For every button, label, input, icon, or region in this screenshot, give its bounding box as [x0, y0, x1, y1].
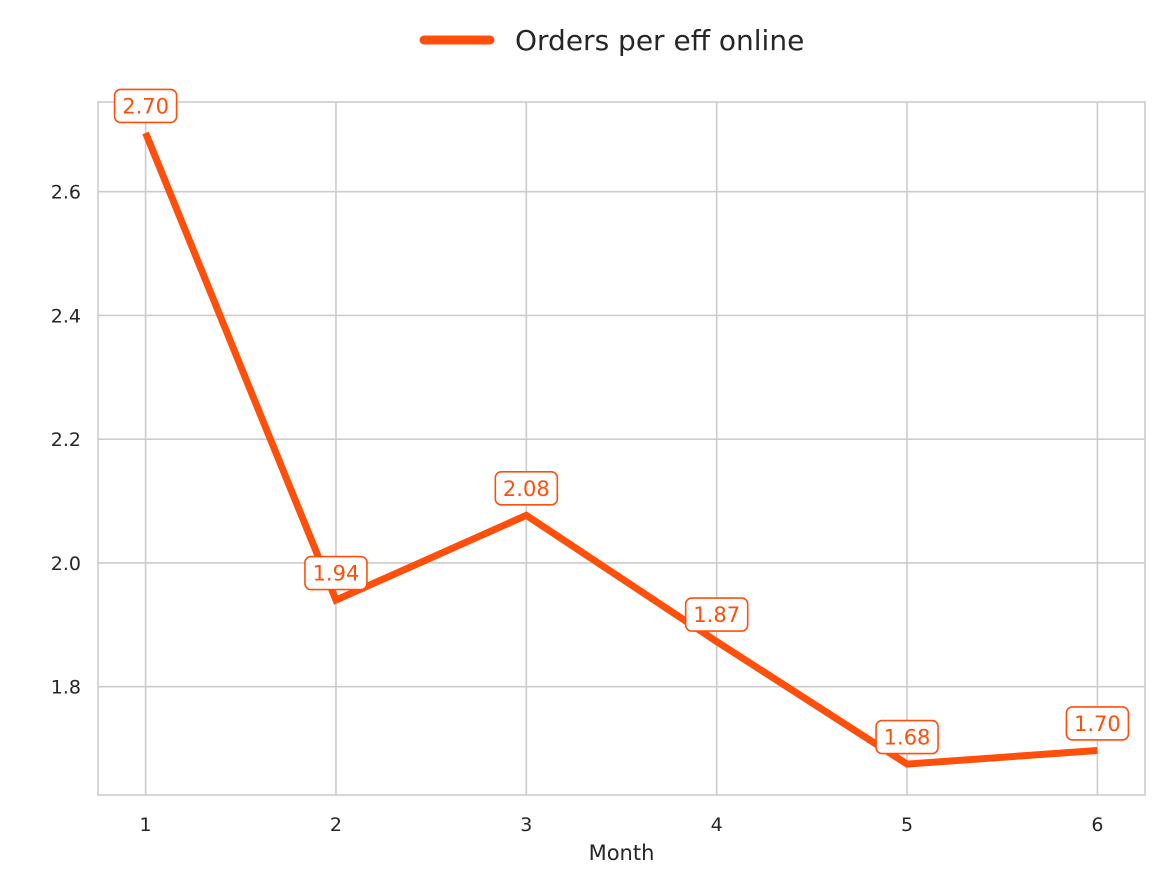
data-label-box	[304, 555, 368, 591]
x-tick-label: 4	[711, 814, 723, 836]
y-tick-label: 2.0	[51, 553, 81, 575]
data-label-box	[875, 719, 939, 755]
y-tick-label: 1.8	[51, 677, 81, 699]
data-label: 1.70	[1065, 706, 1130, 741]
y-axis-ticks: 1.8 2.0 2.2 2.4 2.6	[51, 182, 81, 699]
y-tick-label: 2.6	[51, 182, 81, 204]
x-tick-label: 3	[520, 814, 532, 836]
x-axis-ticks: 1 2 3 4 5 6	[140, 814, 1104, 836]
data-label-text: 2.70	[122, 94, 169, 118]
legend-label: Orders per eff online	[515, 24, 804, 57]
data-label-box	[684, 597, 749, 632]
plot-frame	[97, 101, 1146, 796]
x-tick-label: 1	[140, 814, 152, 836]
x-tick-label: 5	[901, 814, 913, 836]
data-label-box	[113, 88, 178, 124]
x-tick-label: 2	[330, 814, 342, 836]
data-label-text: 1.70	[1074, 712, 1121, 736]
grid-lines	[98, 102, 1145, 795]
data-label: 1.68	[875, 719, 939, 755]
data-label: 2.70	[113, 88, 178, 124]
data-label-text: 2.08	[503, 477, 550, 501]
data-labels: 2.70 1.94 2.08 1.87 1.68 1.70	[113, 88, 1130, 755]
y-tick-label: 2.2	[51, 429, 81, 451]
series-layer	[142, 131, 1098, 768]
data-label-text: 1.68	[884, 726, 931, 750]
series-line-orders-per-eff-online	[142, 131, 1098, 768]
data-label-box	[1065, 706, 1130, 741]
x-tick-label: 6	[1091, 814, 1103, 836]
legend: Orders per eff online	[419, 24, 804, 57]
y-tick-label: 2.4	[51, 305, 81, 327]
data-label-text: 1.94	[313, 562, 360, 586]
x-axis-title: Month	[589, 841, 655, 865]
data-label-text: 1.87	[693, 603, 740, 627]
data-label-box	[494, 471, 559, 506]
data-label: 2.08	[494, 471, 559, 506]
data-label: 1.87	[684, 597, 749, 632]
data-label: 1.94	[304, 555, 368, 591]
